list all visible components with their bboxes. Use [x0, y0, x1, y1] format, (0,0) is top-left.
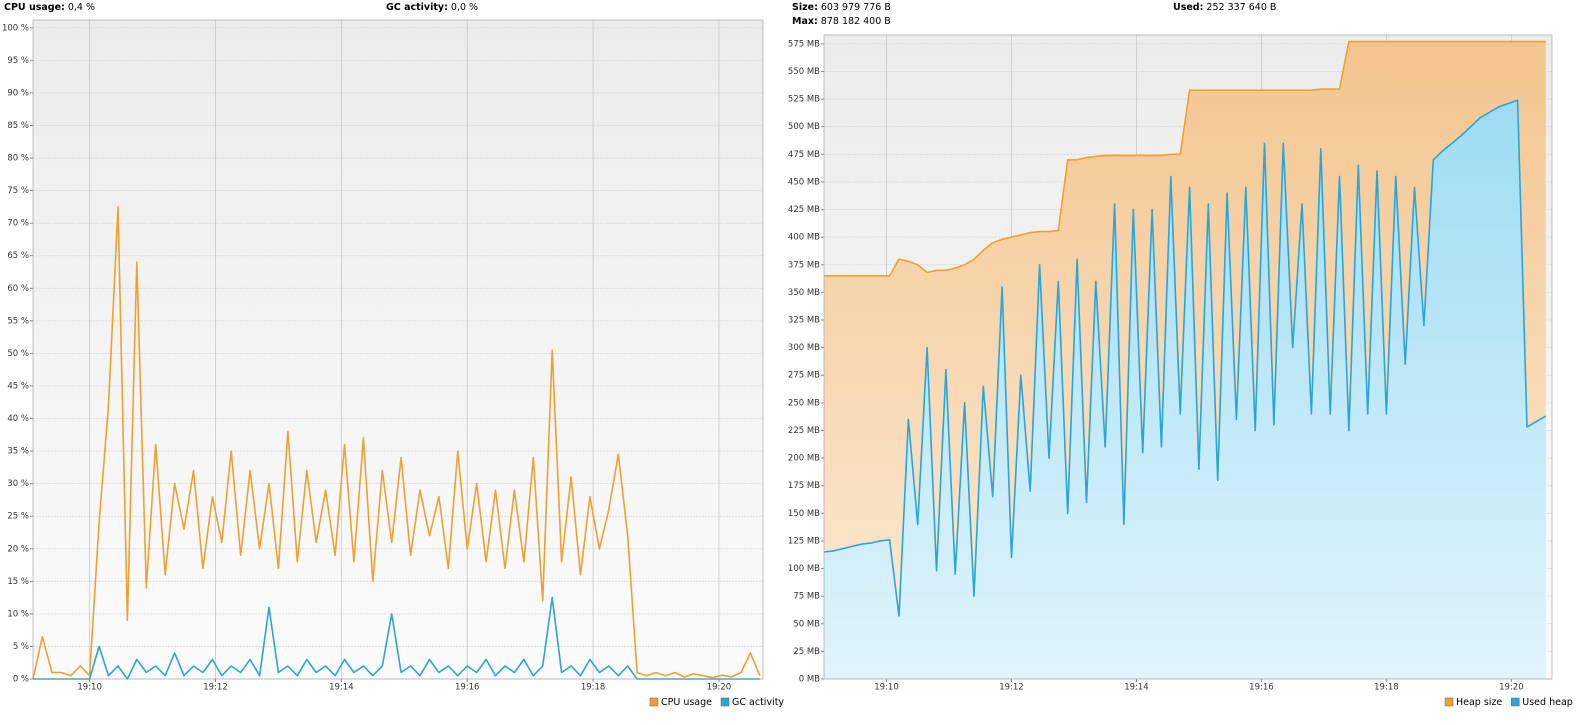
plot-border — [32, 19, 764, 680]
y-tick-label: 175 MB — [788, 481, 820, 491]
y-tick-label: 100 % — [2, 23, 29, 33]
legend-label: CPU usage — [661, 697, 712, 708]
y-tick-label: 20 % — [7, 544, 29, 554]
y-tick-label: 300 MB — [788, 343, 820, 353]
legend-label: Heap size — [1456, 697, 1502, 708]
x-tick-label: 19:12 — [999, 683, 1024, 693]
status-label: Size: — [792, 2, 818, 13]
y-tick-label: 375 MB — [788, 260, 820, 270]
y-tick-label: 90 % — [7, 88, 29, 98]
y-tick-label: 25 MB — [793, 647, 820, 657]
x-tick-label: 19:20 — [1499, 683, 1524, 693]
y-tick-label: 45 % — [7, 381, 29, 391]
y-tick-label: 85 % — [7, 121, 29, 131]
y-tick-label: 575 MB — [788, 39, 820, 49]
y-tick-label: 350 MB — [788, 288, 820, 298]
y-tick-label: 40 % — [7, 414, 29, 424]
y-tick-label: 525 MB — [788, 95, 820, 105]
y-tick-label: 65 % — [7, 251, 29, 261]
y-tick-label: 5 % — [13, 642, 29, 652]
status-value: 603 979 776 B — [821, 2, 891, 13]
y-tick-label: 200 MB — [788, 454, 820, 464]
x-tick-label: 19:10 — [77, 683, 102, 693]
legend-label: GC activity — [732, 697, 784, 708]
y-tick-label: 95 % — [7, 56, 29, 66]
status-value: 878 182 400 B — [821, 16, 891, 27]
status-label: Max: — [792, 16, 818, 27]
y-tick-label: 125 MB — [788, 536, 820, 546]
status-value: 0,0 % — [451, 2, 478, 13]
status-text: Max: 878 182 400 B — [792, 16, 891, 27]
y-tick-label: 150 MB — [788, 509, 820, 519]
legend-swatch — [649, 697, 659, 707]
x-tick-label: 19:18 — [1374, 683, 1399, 693]
x-tick-label: 19:18 — [581, 683, 606, 693]
y-tick-label: 15 % — [7, 577, 29, 587]
status-label: Used: — [1173, 2, 1203, 13]
y-tick-label: 0 % — [13, 675, 29, 685]
series-line — [824, 40, 1546, 277]
y-tick-label: 30 % — [7, 479, 29, 489]
y-tick-label: 225 MB — [788, 426, 820, 436]
status-text: GC activity: 0,0 % — [386, 2, 478, 13]
x-tick-label: 19:14 — [1124, 683, 1149, 693]
x-tick-label: 19:14 — [329, 683, 354, 693]
y-tick-label: 50 % — [7, 349, 29, 359]
y-tick-label: 425 MB — [788, 205, 820, 215]
status-value: 252 337 640 B — [1206, 2, 1276, 13]
y-tick-label: 475 MB — [788, 150, 820, 160]
y-tick-label: 80 % — [7, 154, 29, 164]
x-tick-label: 19:10 — [874, 683, 899, 693]
y-tick-label: 75 MB — [793, 592, 820, 602]
y-tick-label: 325 MB — [788, 315, 820, 325]
x-tick-label: 19:20 — [707, 683, 732, 693]
legend-swatch — [1444, 697, 1454, 707]
status-text: Used: 252 337 640 B — [1173, 2, 1276, 13]
status-label: GC activity: — [386, 2, 448, 13]
x-tick-label: 19:16 — [1249, 683, 1274, 693]
y-tick-label: 275 MB — [788, 371, 820, 381]
status-label: CPU usage: — [4, 2, 65, 13]
y-tick-label: 35 % — [7, 447, 29, 457]
legend-swatch — [1511, 697, 1520, 707]
y-tick-label: 400 MB — [788, 233, 820, 243]
status-value: 0,4 % — [68, 2, 95, 13]
series-line — [823, 99, 1547, 617]
x-tick-label: 19:12 — [203, 683, 228, 693]
legend-label: Used heap — [1522, 697, 1573, 708]
y-tick-label: 550 MB — [788, 67, 820, 77]
area-fill — [824, 100, 1546, 679]
series-line — [32, 206, 761, 680]
y-tick-label: 450 MB — [788, 177, 820, 187]
y-tick-label: 55 % — [7, 316, 29, 326]
y-tick-label: 50 MB — [793, 619, 820, 629]
x-tick-label: 19:16 — [455, 683, 480, 693]
status-text: CPU usage: 0,4 % — [4, 2, 95, 13]
y-tick-label: 0 MB — [799, 675, 820, 685]
y-tick-label: 75 % — [7, 186, 29, 196]
y-tick-label: 25 % — [7, 512, 29, 522]
y-tick-label: 100 MB — [788, 564, 820, 574]
status-text: Size: 603 979 776 B — [792, 2, 891, 13]
legend-swatch — [720, 697, 730, 707]
y-tick-label: 10 % — [7, 609, 29, 619]
y-tick-label: 250 MB — [788, 398, 820, 408]
plot-border — [823, 34, 1553, 680]
plot-area — [33, 20, 763, 679]
y-tick-label: 70 % — [7, 219, 29, 229]
y-tick-label: 500 MB — [788, 122, 820, 132]
y-tick-label: 60 % — [7, 284, 29, 294]
